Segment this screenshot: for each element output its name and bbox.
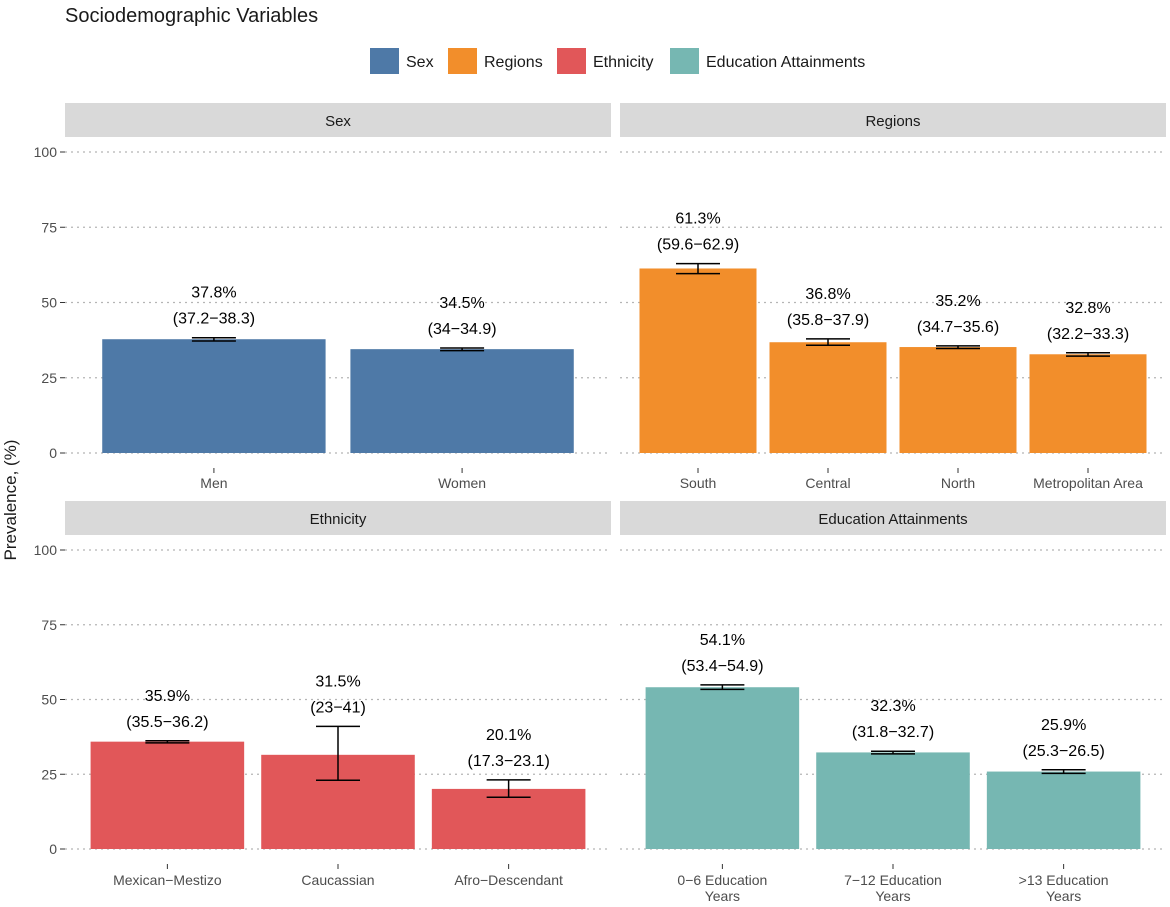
panel-title: Ethnicity xyxy=(310,511,367,528)
data-label-ci: (23−41) xyxy=(310,699,366,716)
bar xyxy=(986,771,1141,849)
legend-swatch xyxy=(448,48,477,74)
x-tick-label: >13 Education Years xyxy=(1019,872,1109,904)
data-label-ci: (34−34.9) xyxy=(428,321,497,338)
data-label-ci: (35.5−36.2) xyxy=(126,714,208,731)
bar xyxy=(102,339,326,453)
x-tick-label: Women xyxy=(438,475,486,491)
panel-strip xyxy=(65,103,611,137)
bar xyxy=(1029,354,1147,453)
x-tick-label: Caucassian xyxy=(301,872,374,888)
y-axis-label: Prevalence, (%) xyxy=(1,440,20,561)
panel: Ethnicity 0 25 50 75 100 35.9% (35.5−36.2) Mexic… xyxy=(34,501,611,888)
data-label-percent: 32.8% xyxy=(1065,300,1110,317)
x-tick-label: North xyxy=(941,475,975,491)
bar xyxy=(639,268,757,453)
chart-panels: Sex 0 25 50 75 100 37.8% (37.2−38.3) Men 34.5% (34… xyxy=(34,103,1166,904)
bar xyxy=(350,349,574,453)
data-label-percent: 34.5% xyxy=(439,295,484,312)
x-tick-label: Metropolitan Area xyxy=(1033,475,1143,491)
data-label-percent: 32.3% xyxy=(870,698,915,715)
data-label-percent: 54.1% xyxy=(700,632,745,649)
y-tick-label: 75 xyxy=(41,219,57,235)
data-label-percent: 35.9% xyxy=(145,688,190,705)
chart-legend: Sex Regions Ethnicity Education Attainments xyxy=(370,48,865,74)
panel-strip xyxy=(620,501,1166,535)
data-label-ci: (35.8−37.9) xyxy=(787,312,869,329)
y-tick-label: 25 xyxy=(41,370,57,386)
bar xyxy=(816,752,970,849)
legend-swatch xyxy=(370,48,399,74)
panel-strip xyxy=(65,501,611,535)
x-tick-label: 7−12 Education Years xyxy=(844,872,942,904)
y-tick-label: 75 xyxy=(41,617,57,633)
x-tick-label: South xyxy=(680,475,717,491)
legend-swatch xyxy=(557,48,586,74)
data-label-ci: (17.3−23.1) xyxy=(467,753,549,770)
data-label-percent: 36.8% xyxy=(805,286,850,303)
data-label-percent: 61.3% xyxy=(675,211,720,228)
panel: Education Attainments 54.1% (53.4−54.9) 0−6… xyxy=(620,501,1166,904)
data-label-ci: (25.3−26.5) xyxy=(1022,743,1104,760)
x-tick-label: Afro−Descendant xyxy=(454,872,563,888)
legend-label: Sex xyxy=(406,54,434,71)
x-tick-label: Mexican−Mestizo xyxy=(113,872,222,888)
legend-label: Education Attainments xyxy=(706,54,865,71)
panel-title: Sex xyxy=(325,113,351,130)
x-tick-label: 0−6 Education Years xyxy=(677,872,767,904)
bar xyxy=(645,687,800,849)
bar xyxy=(90,741,245,849)
panel-title: Education Attainments xyxy=(818,511,967,528)
data-label-ci: (37.2−38.3) xyxy=(173,311,255,328)
panel: Regions 61.3% (59.6−62.9) South 36.8% (35.8−3… xyxy=(620,103,1166,491)
data-label-ci: (32.2−33.3) xyxy=(1047,326,1129,343)
data-label-ci: (59.6−62.9) xyxy=(657,237,739,254)
data-label-ci: (31.8−32.7) xyxy=(852,724,934,741)
chart-title: Sociodemographic Variables xyxy=(65,5,318,27)
data-label-percent: 25.9% xyxy=(1041,717,1086,734)
legend-swatch xyxy=(670,48,699,74)
bar xyxy=(769,342,887,453)
y-tick-label: 50 xyxy=(41,692,57,708)
x-tick-label: Men xyxy=(200,475,227,491)
data-label-percent: 31.5% xyxy=(315,673,360,690)
data-label-ci: (34.7−35.6) xyxy=(917,319,999,336)
panel-strip xyxy=(620,103,1166,137)
y-tick-label: 100 xyxy=(34,144,58,160)
bar xyxy=(899,347,1017,453)
x-tick-label: Central xyxy=(805,475,850,491)
legend-label: Regions xyxy=(484,54,543,71)
panel-title: Regions xyxy=(865,113,920,130)
data-label-percent: 20.1% xyxy=(486,727,531,744)
data-label-percent: 37.8% xyxy=(191,285,236,302)
y-tick-label: 0 xyxy=(49,841,57,857)
data-label-ci: (53.4−54.9) xyxy=(681,658,763,675)
bar xyxy=(431,788,586,849)
data-label-percent: 35.2% xyxy=(935,293,980,310)
y-tick-label: 25 xyxy=(41,766,57,782)
y-tick-label: 0 xyxy=(49,445,57,461)
legend-label: Ethnicity xyxy=(593,54,653,71)
y-tick-label: 100 xyxy=(34,542,58,558)
y-tick-label: 50 xyxy=(41,295,57,311)
panel: Sex 0 25 50 75 100 37.8% (37.2−38.3) Men 34.5% (34… xyxy=(34,103,611,491)
